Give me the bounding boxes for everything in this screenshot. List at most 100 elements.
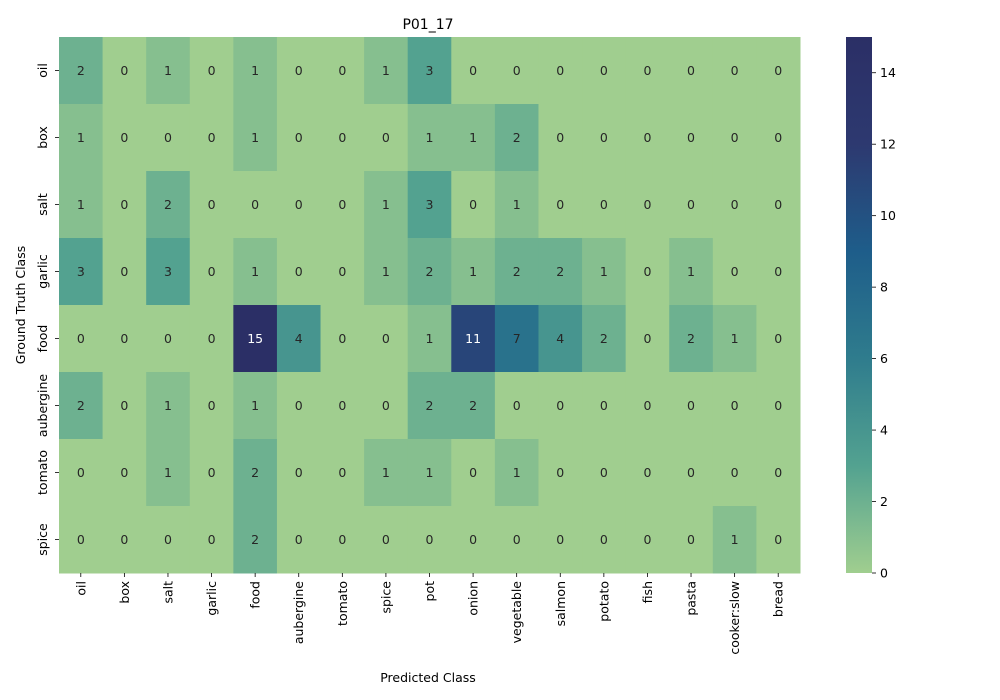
heatmap-cell: [189, 372, 234, 440]
cell-value-label: 0: [164, 532, 172, 547]
heatmap-cell: [276, 104, 322, 172]
cell-value-label: 3: [77, 264, 85, 279]
heatmap-cell: [320, 104, 365, 172]
cell-value-label: 1: [164, 465, 172, 480]
cell-value-label: 1: [513, 197, 521, 212]
cell-value-label: 0: [556, 398, 564, 413]
cell-value-label: 1: [426, 130, 434, 145]
x-axis-ticks: oil box salt garlic food aubergine tomato spice…: [73, 573, 786, 655]
heatmap-cell: [494, 305, 539, 373]
cell-value-label: 1: [251, 398, 259, 413]
y-tick-label: spice: [35, 523, 50, 556]
x-tick-label: tomato: [335, 581, 350, 626]
colorbar-tick-label: 8: [880, 280, 888, 295]
cell-value-label: 0: [120, 532, 128, 547]
heatmap-cell: [669, 372, 714, 440]
x-tick-label: food: [248, 581, 263, 609]
colorbar-ticks: 0 2 4 6 8 10 12 14: [872, 65, 896, 581]
cell-value-label: 1: [426, 465, 434, 480]
heatmap-cell: [59, 171, 104, 239]
heatmap-cell: [102, 439, 147, 507]
heatmap-cell: [582, 171, 627, 239]
heatmap-cell: [146, 238, 191, 306]
heatmap-cell: [538, 104, 583, 172]
heatmap-cell: [451, 439, 496, 507]
heatmap-cell: [756, 372, 801, 440]
cell-value-label: 0: [556, 532, 564, 547]
cell-value-label: 0: [731, 264, 739, 279]
heatmap-cell: [494, 238, 539, 306]
cell-value-label: 0: [600, 398, 608, 413]
cell-value-label: 1: [251, 63, 259, 78]
cell-value-label: 0: [556, 197, 564, 212]
heatmap-cell: [451, 305, 496, 373]
heatmap-cell: [320, 372, 365, 440]
cell-value-label: 1: [382, 63, 390, 78]
cell-value-label: 0: [164, 130, 172, 145]
cell-value-label: 0: [556, 130, 564, 145]
cell-value-label: 0: [338, 197, 346, 212]
cell-value-label: 0: [208, 331, 216, 346]
cell-value-label: 0: [556, 63, 564, 78]
heatmap-cell: [146, 171, 191, 239]
cell-value-label: 0: [731, 465, 739, 480]
heatmap-cell: [102, 171, 147, 239]
heatmap-cell: [189, 439, 234, 507]
heatmap-cell: [364, 104, 409, 172]
cell-value-label: 0: [295, 398, 303, 413]
colorbar-tick-label: 0: [880, 566, 888, 581]
cell-value-label: 15: [247, 331, 263, 346]
cell-value-label: 1: [251, 264, 259, 279]
colorbar-tick-label: 14: [880, 65, 896, 80]
heatmap-cell: [276, 372, 322, 440]
x-tick-label: garlic: [204, 581, 219, 616]
cell-value-label: 0: [208, 398, 216, 413]
cell-value-label: 0: [600, 130, 608, 145]
heatmap-cell: [712, 439, 757, 507]
heatmap-cell: [582, 439, 627, 507]
x-tick-label: fish: [640, 581, 655, 603]
heatmap-cell: [582, 104, 627, 172]
heatmap-cell: [669, 439, 714, 507]
cell-value-label: 0: [120, 197, 128, 212]
cell-value-label: 2: [251, 465, 259, 480]
y-tick-label: oil: [35, 63, 50, 78]
cell-value-label: 1: [469, 264, 477, 279]
heatmap-cell: [407, 37, 452, 105]
cell-value-label: 3: [426, 197, 434, 212]
heatmap-cell: [407, 305, 452, 373]
colorbar-tick-label: 12: [880, 137, 896, 152]
heatmap-cell: [364, 171, 409, 239]
cell-value-label: 0: [382, 532, 390, 547]
heatmap-cell: [538, 238, 583, 306]
heatmap-cell: [625, 305, 670, 373]
heatmap-cell: [582, 372, 627, 440]
heatmap-cell: [582, 37, 627, 105]
cell-value-label: 1: [77, 197, 85, 212]
cell-value-label: 0: [731, 63, 739, 78]
x-tick-label: vegetable: [509, 581, 524, 644]
cell-value-label: 0: [120, 465, 128, 480]
x-tick-label: bread: [771, 581, 786, 617]
cell-value-label: 0: [77, 331, 85, 346]
y-tick-label: salt: [35, 193, 50, 216]
x-tick-label: oil: [73, 581, 88, 596]
heatmap-cell: [494, 171, 539, 239]
cell-value-label: 0: [774, 197, 782, 212]
cell-value-label: 0: [556, 465, 564, 480]
cell-value-label: 2: [469, 398, 477, 413]
heatmap-cell: [451, 171, 496, 239]
cell-value-label: 0: [600, 532, 608, 547]
heatmap-cell: [538, 305, 583, 373]
cell-value-label: 11: [465, 331, 481, 346]
heatmap-cell: [189, 104, 234, 172]
chart-title: P01_17: [402, 17, 453, 33]
heatmap-cell: [146, 37, 191, 105]
heatmap-cell: [625, 506, 670, 574]
cell-value-label: 0: [295, 197, 303, 212]
heatmap-cell: [102, 37, 147, 105]
cell-value-label: 2: [513, 264, 521, 279]
heatmap-cell-labels: 2 0 1 0 1 0 0 1 3 0 0 0 0 0 0 0 01 0 0 0 1 0 0 0 1 1 2 0 0 0 0 0 01 0 2 0 0 0…: [77, 63, 782, 547]
cell-value-label: 0: [687, 63, 695, 78]
